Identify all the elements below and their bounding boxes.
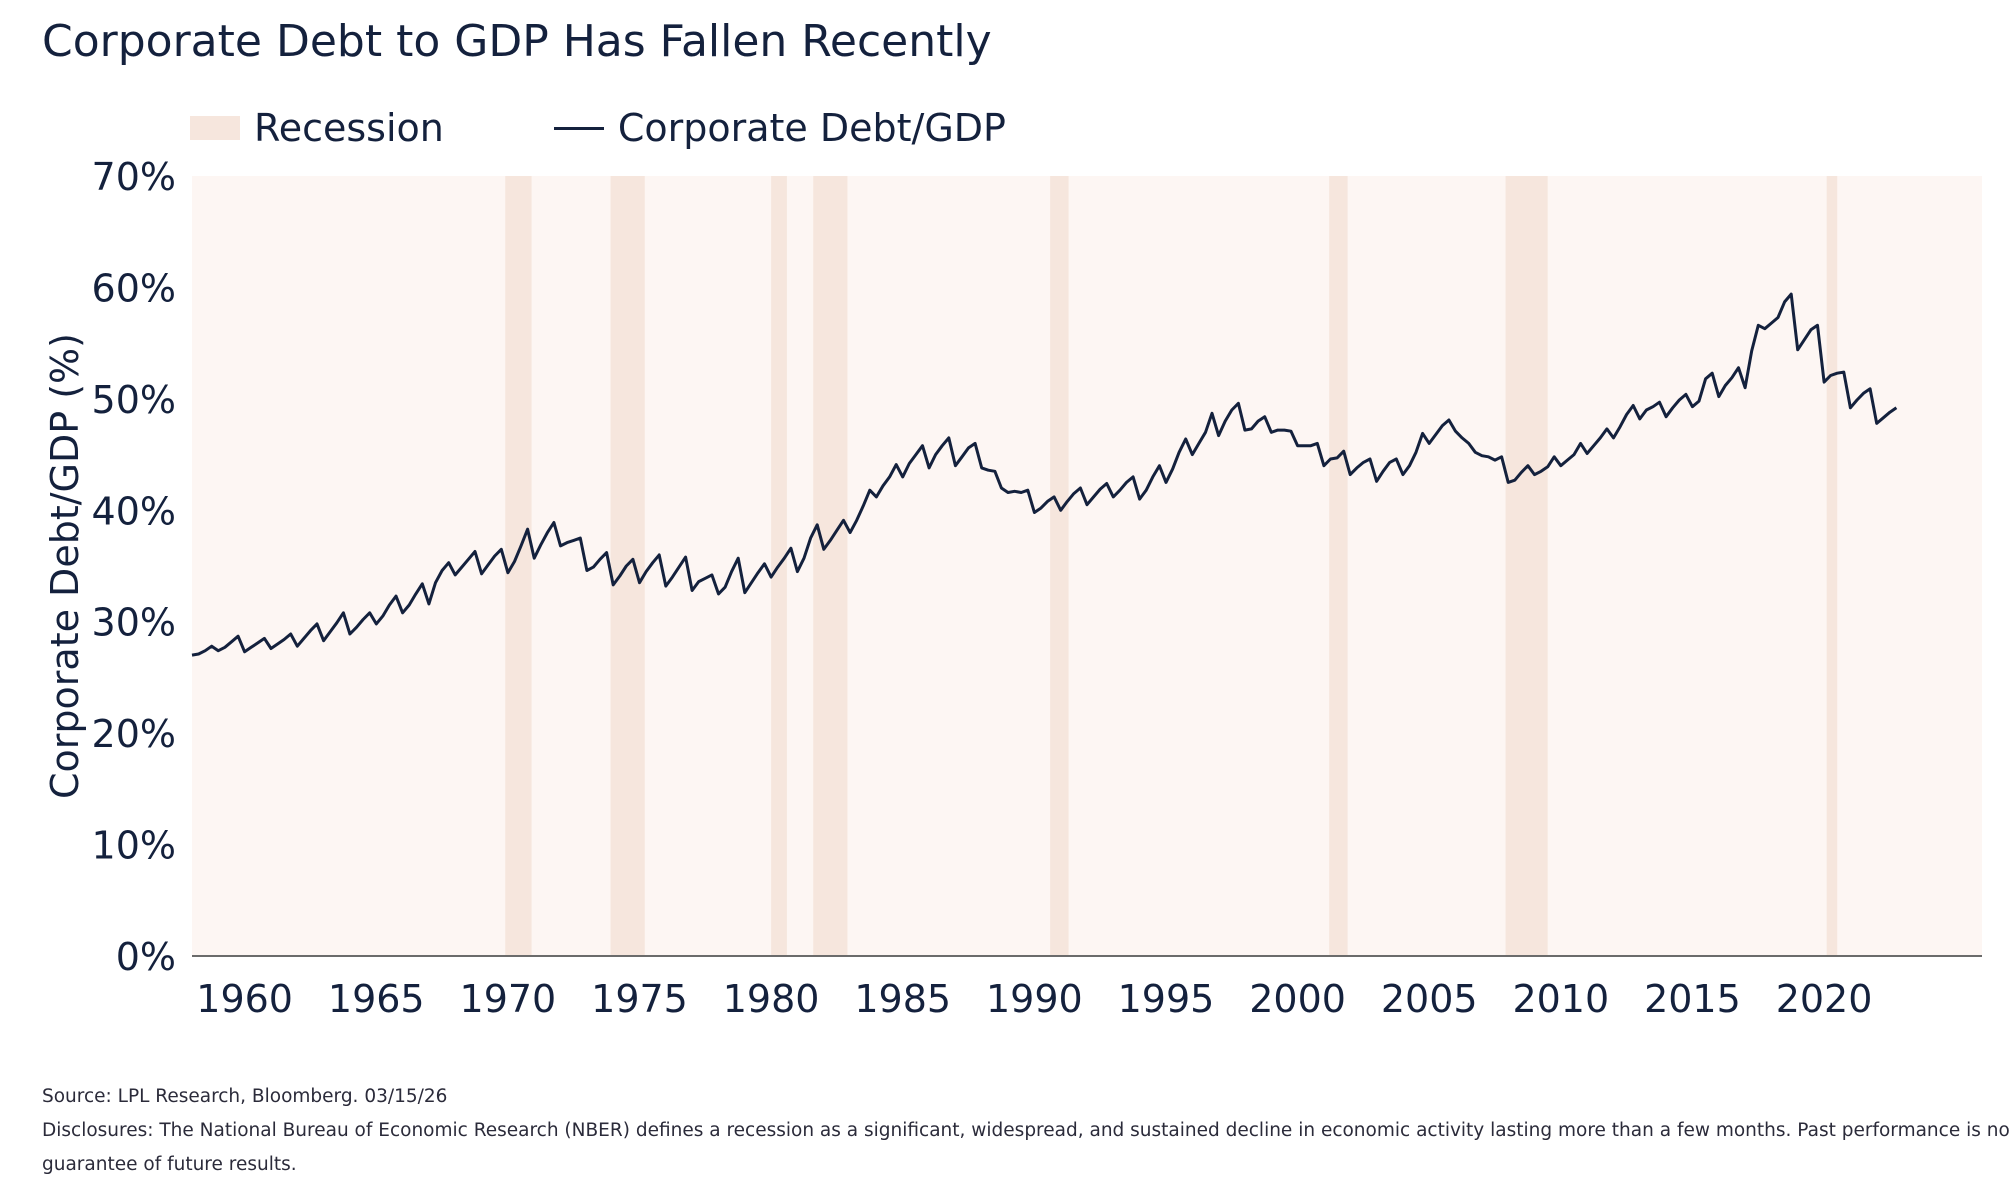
y-tick-label: 0% (116, 935, 176, 979)
y-tick-label: 70% (92, 155, 176, 199)
legend-label-recession: Recession (254, 106, 444, 150)
y-axis-ticks: 0% 10% 20% 30% 40% 50% 60% 70% (92, 155, 176, 979)
legend-item-series: Corporate Debt/GDP (553, 106, 1006, 150)
disclosure-line-2: guarantee of future results. (42, 1154, 297, 1175)
y-tick-label: 50% (92, 378, 176, 422)
x-axis-ticks: 1960 1965 1970 1975 1980 1985 1990 1995 2000 2005… (196, 977, 1872, 1021)
y-tick-label: 40% (92, 489, 176, 533)
plot-area (192, 176, 1982, 956)
disclosure-line-1: Disclosures: The National Bureau of Econ… (42, 1120, 2010, 1141)
recession-band (1050, 176, 1069, 956)
x-tick-label: 2020 (1776, 977, 1873, 1021)
legend-item-recession: Recession (190, 106, 444, 150)
x-tick-label: 2005 (1381, 977, 1478, 1021)
x-tick-label: 1975 (591, 977, 688, 1021)
recession-band (505, 176, 532, 956)
y-tick-label: 30% (92, 601, 176, 645)
x-tick-label: 2000 (1249, 977, 1346, 1021)
legend-label-series: Corporate Debt/GDP (617, 106, 1006, 150)
recession-band (1329, 176, 1348, 956)
y-tick-label: 60% (92, 266, 176, 310)
y-tick-label: 10% (92, 824, 176, 868)
recession-bands (505, 176, 1838, 956)
recession-band (1826, 176, 1838, 956)
chart-legend: Recession Corporate Debt/GDP (190, 104, 1116, 152)
recession-band (813, 176, 848, 956)
x-tick-label: 1965 (328, 977, 425, 1021)
y-tick-label: 20% (92, 712, 176, 756)
x-tick-label: 1960 (196, 977, 293, 1021)
x-tick-label: 1970 (460, 977, 557, 1021)
series-line-corporate-debt-gdp (191, 292, 1898, 657)
x-tick-label: 1995 (1118, 977, 1215, 1021)
legend-swatch-series (553, 126, 604, 130)
x-tick-label: 1990 (986, 977, 1083, 1021)
x-tick-label: 1980 (723, 977, 820, 1021)
legend-swatch-recession (190, 116, 240, 140)
chart-title: Corporate Debt to GDP Has Fallen Recentl… (42, 16, 992, 67)
y-axis-label: Corporate Debt/GDP (%) (43, 333, 87, 799)
x-tick-label: 2010 (1512, 977, 1609, 1021)
x-tick-label: 2015 (1644, 977, 1741, 1021)
source-note: Source: LPL Research, Bloomberg. 03/15/2… (42, 1086, 448, 1107)
recession-band (1505, 176, 1548, 956)
x-tick-label: 1985 (854, 977, 951, 1021)
